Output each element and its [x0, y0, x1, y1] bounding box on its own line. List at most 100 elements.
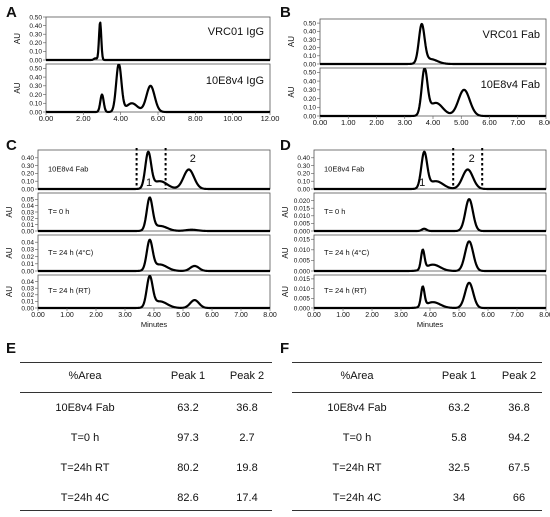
- panel-c-xtick-label: 7.00: [234, 312, 248, 319]
- panel-a-sub1-ytick-label: 0.40: [29, 23, 42, 30]
- panel-d-sub2-frame: [313, 192, 547, 232]
- panel-d-sub4-ytick-label: 0.005: [294, 296, 311, 303]
- panel-c-xtick-label: 3.00: [118, 312, 132, 319]
- panel-b-sub2-series-label: 10E8v4 Fab: [481, 79, 540, 91]
- panel-a-sub2-ytick-label: 0.10: [29, 101, 42, 108]
- panel-d-sub3-ytick-label: 0.005: [294, 258, 311, 265]
- panel-b-sub2-frame: [319, 67, 547, 117]
- panel-d-sub4-ytick-label: 0.015: [294, 276, 311, 283]
- panel-c-peak-annotation: 2: [190, 153, 196, 165]
- table-cell: 10E8v4 Fab: [327, 402, 387, 414]
- panel-b-xtick-label: 2.00: [369, 118, 384, 127]
- panel-d-sub4-series-label: T= 24 h (RT): [324, 286, 367, 295]
- panel-d-sub2-ytick-label: 0.020: [294, 198, 311, 205]
- panel-a-xtick-label: 10.00: [223, 114, 242, 123]
- panel-a-xtick-label: 8.00: [188, 114, 203, 123]
- panel-label-c: C: [6, 137, 17, 154]
- panel-b-sub2-ytick-label: 0.00: [303, 113, 316, 120]
- panel-c-sub3-ytick-label: 0.01: [21, 261, 34, 268]
- panel-b-sub2-trace: [319, 67, 547, 118]
- panel-label-e: E: [6, 340, 17, 357]
- panel-d-sub1-ytick-label: 0.40: [297, 155, 310, 162]
- panel-c-sub2-ylabel: AU: [5, 206, 14, 217]
- panel-c-sub2-ytick-label: 0.00: [21, 228, 34, 235]
- panel-b-sub1-ytick-label: 0.30: [303, 37, 316, 44]
- table-cell: 19.8: [236, 462, 258, 474]
- panel-b-xtick-label: 5.00: [454, 118, 469, 127]
- panel-c-sub3-ytick-label: 0.00: [21, 268, 34, 275]
- panel-a-sub1-series-label: VRC01 IgG: [208, 26, 264, 38]
- table-header-rule: [20, 392, 272, 393]
- panel-d-sub1-ytick-label: 0.30: [297, 163, 310, 170]
- panel-c-sub2-trace: [37, 196, 271, 233]
- panel-b-sub1-series-label: VRC01 Fab: [483, 29, 540, 41]
- panel-c-sub3-frame: [37, 234, 271, 272]
- table-cell: T=24h 4C: [332, 492, 382, 504]
- table-cell: 2.7: [239, 432, 255, 444]
- panel-b-sub2-ylabel: AU: [287, 86, 296, 97]
- panel-b-sub1-ytick-label: 0.10: [303, 53, 316, 60]
- panel-b-sub1-ytick-label: 0.00: [303, 61, 316, 68]
- table-cell: 34: [452, 492, 466, 504]
- panel-c-xtick-label: 1.00: [60, 312, 74, 319]
- panel-c-sub2-ytick-label: 0.05: [21, 197, 34, 204]
- panel-a-xtick-label: 12.00: [261, 114, 280, 123]
- table-bottom-rule: [20, 510, 272, 511]
- panel-c-sub1-ytick-label: 0.10: [21, 179, 34, 186]
- panel-c-sub4-ytick-label: 0.02: [21, 292, 34, 299]
- table-cell: T=24h 4C: [60, 492, 110, 504]
- table-cell: 17.4: [236, 492, 258, 504]
- panel-b-xtick-label: 6.00: [482, 118, 497, 127]
- panel-d-xtick-label: 1.00: [336, 312, 350, 319]
- panel-d-sub2-ytick-label: 0.015: [294, 206, 311, 213]
- panel-c-sub1-trace: [37, 150, 271, 191]
- panel-d-sub1-ytick-label: 0.20: [297, 171, 310, 178]
- panel-a-sub2-ylabel: AU: [13, 82, 22, 93]
- table-cell: 66: [512, 492, 526, 504]
- panel-c-sub4-series-label: T= 24 h (RT): [48, 286, 91, 295]
- table-cell: 36.8: [508, 402, 530, 414]
- panel-a-sub2-ytick-label: 0.30: [29, 83, 42, 90]
- table-cell: 80.2: [177, 462, 199, 474]
- panel-a-sub1-frame: [45, 16, 271, 61]
- panel-b-xtick-label: 4.00: [426, 118, 441, 127]
- panel-d-sub1-series-label: 10E8v4 Fab: [324, 164, 364, 173]
- panel-c-xtick-label: 5.00: [176, 312, 190, 319]
- panel-c-sub4-ytick-label: 0.01: [21, 299, 34, 306]
- panel-d-sub3-ytick-label: 0.000: [294, 268, 311, 275]
- panel-d-xtick-label: 8.00: [539, 312, 550, 319]
- panel-d-xtick-label: 3.00: [394, 312, 408, 319]
- panel-a-sub2-trace: [45, 63, 271, 114]
- panel-a-xtick-label: 0.00: [39, 114, 54, 123]
- panel-c-sub2-ytick-label: 0.01: [21, 222, 34, 229]
- panel-a-sub2-series-label: 10E8v4 IgG: [206, 75, 264, 87]
- panel-b-xtick-label: 3.00: [397, 118, 412, 127]
- table-cell: 32.5: [448, 462, 470, 474]
- panel-c-xtick-label: 0.00: [31, 312, 45, 319]
- panel-label-d: D: [280, 137, 291, 154]
- panel-a-sub1-trace: [45, 21, 271, 62]
- panel-d-xlabel: Minutes: [417, 320, 444, 329]
- panel-d-xtick-label: 5.00: [452, 312, 466, 319]
- panel-a-sub1-ytick-label: 0.10: [29, 49, 42, 56]
- panel-b-xtick-label: 1.00: [341, 118, 356, 127]
- panel-b-xtick-label: 0.00: [313, 118, 328, 127]
- panel-c-peak-annotation: 1: [146, 177, 152, 189]
- panel-b-sub2-ytick-label: 0.40: [303, 78, 316, 85]
- table-cell: 94.2: [508, 432, 530, 444]
- table-header-cell: %Area: [68, 370, 102, 382]
- panel-b-sub2-ytick-label: 0.10: [303, 105, 316, 112]
- panel-a-sub1-ylabel: AU: [13, 33, 22, 44]
- panel-d-sub1-frame: [313, 149, 547, 190]
- table-e: %Area Peak 1 Peak 2 10E8v4 Fab 63.2 36.8 T=0 h…: [20, 362, 272, 512]
- table-cell: 5.8: [451, 432, 467, 444]
- panel-c-sub1-ytick-label: 0.40: [21, 155, 34, 162]
- panel-d-sub2-ylabel: AU: [281, 206, 290, 217]
- table-cell: 36.8: [236, 402, 258, 414]
- table-cell: 63.2: [177, 402, 199, 414]
- table-header-cell: Peak 1: [170, 370, 206, 382]
- panel-a-sub1-ytick-label: 0.50: [29, 14, 42, 21]
- panel-c-sub2-ytick-label: 0.04: [21, 203, 34, 210]
- panel-a-sub1-ytick-label: 0.20: [29, 40, 42, 47]
- panel-c-xtick-label: 8.00: [263, 312, 277, 319]
